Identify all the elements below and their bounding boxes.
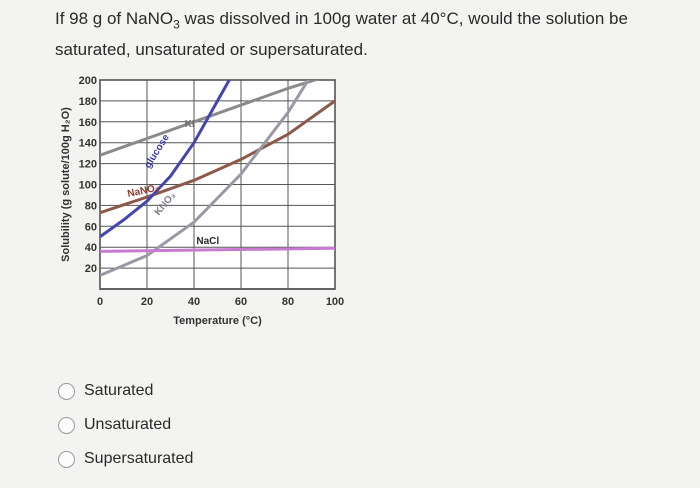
series-line-nano <box>100 99 335 215</box>
x-tick-label: 80 <box>282 296 294 308</box>
y-tick-label: 40 <box>85 242 97 254</box>
x-tick-label: 100 <box>326 296 344 308</box>
option-supersaturated-label: Supersaturated <box>84 450 194 467</box>
series-label-ki: KI <box>185 119 195 130</box>
series-line-kno <box>100 80 311 277</box>
y-tick-label: 200 <box>79 75 97 87</box>
x-tick-label: 20 <box>141 296 153 308</box>
solubility-chart: NaNO₃ KI glucose KNO₃ NaCl 20 40 60 80 100 120 140 1… <box>55 70 355 340</box>
radio-supersaturated[interactable] <box>58 450 75 468</box>
answer-options: Saturated Unsaturated Supersaturated <box>58 374 193 476</box>
y-tick-label: 140 <box>79 138 97 150</box>
series-line-nacl <box>100 246 335 253</box>
radio-unsaturated[interactable] <box>58 416 75 434</box>
option-supersaturated[interactable]: Supersaturated <box>58 442 193 476</box>
option-saturated-label: Saturated <box>84 382 154 399</box>
x-tick-label: 0 <box>97 296 103 308</box>
y-tick-label: 180 <box>79 96 97 108</box>
x-tick-label: 40 <box>188 296 200 308</box>
y-tick-label: 60 <box>85 221 97 233</box>
y-tick-label: 120 <box>79 159 97 171</box>
question-text-end: was dissolved in 100g water at 40°C, wou… <box>55 9 628 60</box>
solubility-chart-svg: NaNO₃KIglucoseKNO₃NaCl204060801001201401… <box>60 75 344 327</box>
option-unsaturated[interactable]: Unsaturated <box>58 408 193 442</box>
question-text: If 98 g of NaNO3 was dissolved in 100g w… <box>55 6 675 63</box>
question-text-start: If 98 g of NaNO <box>55 9 174 28</box>
x-tick-label: 60 <box>235 296 247 308</box>
series-line-ki <box>100 80 320 157</box>
question-subscript: 3 <box>173 17 180 32</box>
series-label-nacl: NaCl <box>196 236 219 247</box>
y-axis-label: Solubility (g solute/100g H₂O) <box>60 107 72 262</box>
y-tick-label: 20 <box>85 263 97 275</box>
option-saturated[interactable]: Saturated <box>58 374 193 408</box>
y-tick-label: 100 <box>79 180 97 192</box>
series-line-glucose <box>100 80 231 238</box>
y-tick-label: 160 <box>79 117 97 129</box>
option-unsaturated-label: Unsaturated <box>84 416 172 433</box>
x-axis-label: Temperature (°C) <box>173 315 262 327</box>
series-group <box>100 80 335 277</box>
y-tick-label: 80 <box>85 200 97 212</box>
radio-saturated[interactable] <box>58 382 75 400</box>
